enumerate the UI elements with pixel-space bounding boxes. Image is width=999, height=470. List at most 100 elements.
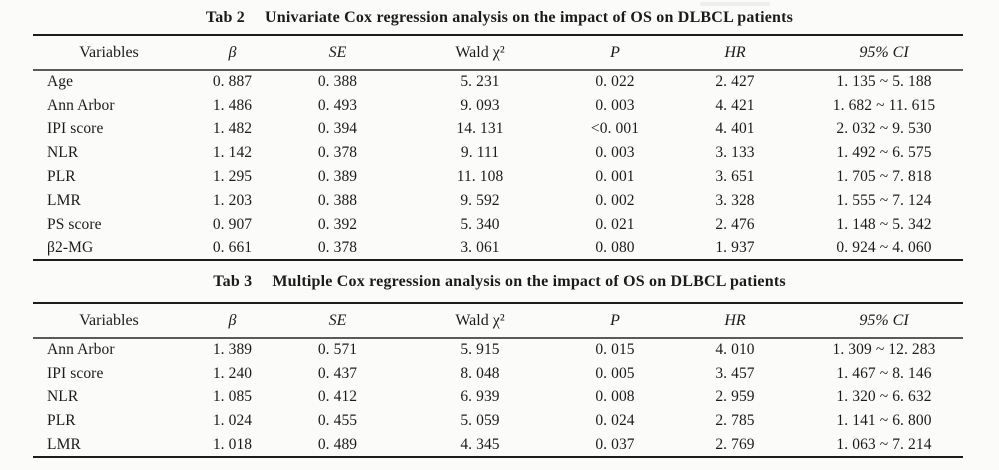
cell: 3. 133 <box>715 144 755 162</box>
cell: 0. 412 <box>317 388 358 406</box>
cell: 1. 024 <box>212 412 253 430</box>
cell: 4. 345 <box>460 435 500 453</box>
column-header: SE <box>328 43 347 61</box>
header-row: Variables β SE Wald χ² P HR 95% CI <box>33 35 963 70</box>
table-body: Ann Arbor 1. 389 0. 571 5. 915 0. 015 4. 010 1… <box>33 338 963 457</box>
cell: 0. 661 <box>212 238 253 256</box>
row-label: Ann Arbor <box>47 96 115 114</box>
table-row: PLR 1. 295 0. 389 11. 108 0. 001 3. 651 1. 705… <box>33 165 963 189</box>
cell: 0. 008 <box>595 388 635 406</box>
cell: 1. 240 <box>212 364 253 382</box>
cell: 0. 389 <box>317 168 358 186</box>
cell: 5. 231 <box>460 73 500 91</box>
cell: 2. 427 <box>715 73 755 91</box>
row-label: β2-MG <box>47 238 94 256</box>
cell: 0. 002 <box>595 191 635 209</box>
table-row: Ann Arbor 1. 486 0. 493 9. 093 0. 003 4. 421 1… <box>33 94 963 118</box>
cell: 2. 769 <box>715 435 755 453</box>
cell: 0. 907 <box>212 215 253 233</box>
cell: 4. 401 <box>715 120 755 138</box>
cell: 1. 482 <box>212 120 253 138</box>
column-header: Wald χ² <box>455 311 505 329</box>
cell: 0. 887 <box>212 73 253 91</box>
column-header: SE <box>328 311 347 329</box>
row-label: PLR <box>47 168 76 186</box>
column-header: HR <box>724 43 746 61</box>
cell: 1. 141 ~ 6. 800 <box>836 412 932 430</box>
row-label: NLR <box>47 388 79 406</box>
cell: 0. 455 <box>317 412 358 430</box>
cell: 0. 080 <box>595 238 635 256</box>
cell: 2. 785 <box>715 412 755 430</box>
cell: 0. 437 <box>317 364 358 382</box>
cell: 0. 388 <box>317 191 358 209</box>
scan-artifact <box>700 2 770 6</box>
cell: 0. 388 <box>317 73 358 91</box>
column-header: β <box>228 311 237 329</box>
cell: 0. 015 <box>595 341 635 359</box>
univariate-cox-table: Variables β SE Wald χ² P HR 95% CI Age 0. 887 0.… <box>33 34 963 262</box>
cell: 6. 939 <box>460 388 500 406</box>
cell: 0. 003 <box>595 144 635 162</box>
cell: 0. 924 ~ 4. 060 <box>836 238 932 256</box>
column-header: Variables <box>79 311 139 329</box>
cell: 0. 392 <box>317 215 358 233</box>
row-label: IPI score <box>47 120 104 138</box>
cell: 1. 295 <box>212 168 253 186</box>
cell: 0. 493 <box>317 96 358 114</box>
row-label: Ann Arbor <box>47 341 115 359</box>
row-label: LMR <box>47 435 81 453</box>
cell: 9. 093 <box>460 96 500 114</box>
table-row: LMR 1. 018 0. 489 4. 345 0. 037 2. 769 1. 063 … <box>33 433 963 457</box>
cell: 3. 651 <box>715 168 755 186</box>
cell: 1. 682 ~ 11. 615 <box>832 96 936 114</box>
column-header: Variables <box>79 43 139 61</box>
cell: 2. 959 <box>715 388 755 406</box>
cell: 0. 022 <box>595 73 635 91</box>
cell: 14. 131 <box>456 120 504 138</box>
cell: 1. 486 <box>212 96 253 114</box>
cell: 0. 003 <box>595 96 635 114</box>
column-header: 95% CI <box>859 311 909 329</box>
cell: 0. 378 <box>317 144 358 162</box>
table-row: LMR 1. 203 0. 388 9. 592 0. 002 3. 328 1. 555 … <box>33 189 963 213</box>
column-header: β <box>228 43 237 61</box>
table-row: PS score 0. 907 0. 392 5. 340 0. 021 2. 476 1.… <box>33 213 963 237</box>
cell: 4. 421 <box>715 96 755 114</box>
header-row: Variables β SE Wald χ² P HR 95% CI <box>33 303 963 338</box>
cell: 1. 148 ~ 5. 342 <box>836 215 932 233</box>
cell: 4. 010 <box>715 341 755 359</box>
column-header: P <box>610 311 620 329</box>
table-3-title: Tab 3 Multiple Cox regression analysis on… <box>0 273 999 291</box>
cell: 5. 059 <box>460 412 500 430</box>
cell: 1. 555 ~ 7. 124 <box>836 191 932 209</box>
multiple-cox-table: Variables β SE Wald χ² P HR 95% CI Ann Arbor 1.… <box>33 302 963 458</box>
row-label: PLR <box>47 412 76 430</box>
cell: 1. 467 ~ 8. 146 <box>836 364 932 382</box>
column-header: 95% CI <box>859 43 909 61</box>
cell: 0. 024 <box>595 412 635 430</box>
cell: 9. 111 <box>460 144 500 162</box>
cell: 2. 032 ~ 9. 530 <box>836 120 932 138</box>
cell: 11. 108 <box>456 168 504 186</box>
table-2-title-tag: Tab 2 <box>205 9 246 26</box>
table-row: NLR 1. 085 0. 412 6. 939 0. 008 2. 959 1. 320 … <box>33 386 963 410</box>
table-2-title: Tab 2 Univariate Cox regression analysis … <box>0 9 999 27</box>
cell: 1. 320 ~ 6. 632 <box>836 388 932 406</box>
cell: 0. 037 <box>595 435 635 453</box>
cell: 1. 389 <box>212 341 253 359</box>
row-label: PS score <box>47 215 102 233</box>
column-header: P <box>610 43 620 61</box>
column-header: HR <box>724 311 746 329</box>
cell: 1. 018 <box>212 435 253 453</box>
cell: 1. 063 ~ 7. 214 <box>836 435 932 453</box>
cell: 0. 571 <box>317 341 358 359</box>
column-header: Wald χ² <box>455 43 505 61</box>
cell: 1. 309 ~ 12. 283 <box>832 341 936 359</box>
table-row: IPI score 1. 482 0. 394 14. 131 <0. 001 4. 40… <box>33 118 963 142</box>
table-row: Ann Arbor 1. 389 0. 571 5. 915 0. 015 4. 010 1… <box>33 338 963 362</box>
table-2-title-text: Univariate Cox regression analysis on th… <box>265 9 794 26</box>
cell: 1. 705 ~ 7. 818 <box>836 168 932 186</box>
cell: 1. 142 <box>212 144 253 162</box>
table-body: Age 0. 887 0. 388 5. 231 0. 022 2. 427 1. 135 … <box>33 70 963 260</box>
